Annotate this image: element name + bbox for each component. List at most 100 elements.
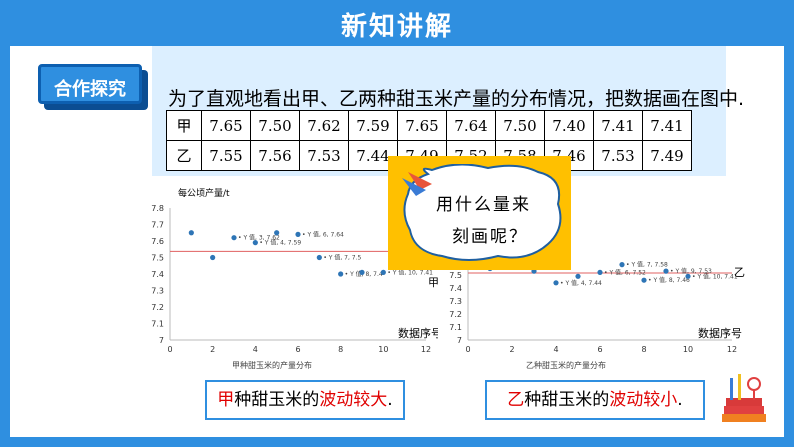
y-tick-label: 7.3 [449,297,462,306]
x-tick-label: 2 [210,345,215,354]
y-tick-label: 7.7 [151,221,164,230]
y-tick-label: 7.3 [151,287,164,296]
axis-group: 7 7.1 7.2 7.3 7.4 7.5 7.6 7.7 7.8 0 2 4 6 8 10 12 [151,204,431,354]
table-cell: 7.55 [201,140,251,171]
y-tick-label: 7.1 [151,320,164,329]
x-tick-label: 6 [597,345,602,354]
y-tick-label: 7 [159,336,164,345]
section-badge-label: 合作探究 [54,79,126,100]
data-label: • Y 值, 10, 7.41 [387,268,433,276]
data-point [188,230,194,236]
data-label: • Y 值, 3, 7.62 [238,234,280,242]
y-tick-label: 7.6 [151,237,164,246]
y-tick-label: 7.4 [449,284,462,293]
x-tick-label: 6 [295,345,300,354]
conclusion-end: . [387,390,393,410]
table-cell: 7.53 [299,140,349,171]
conclusion-jia: 甲种甜玉米的波动较大. [205,380,405,420]
data-point [553,280,559,286]
page-title: 新知讲解 [340,12,453,42]
x-axis-label: 数据序号 [398,326,438,340]
table-cell: 7.65 [201,110,251,141]
y-tick-label: 7 [457,336,462,345]
data-label: • Y 值, 6, 7.64 [302,230,344,238]
callout-line-1: 用什么量来 [436,195,531,215]
conclusion-subject: 甲 [217,390,235,410]
table-row: 甲 7.65 7.50 7.62 7.59 7.65 7.64 7.50 7.4… [166,110,692,141]
data-point [359,269,365,275]
data-point [252,240,258,246]
y-axis-label: 每公顷产量/t [178,187,230,199]
legend-label: 甲 [428,276,438,289]
data-label: • Y 值, 8, 7.46 [648,276,690,284]
data-label: • Y 值, 7, 7.5 [323,254,361,262]
table-cell: 7.64 [446,110,496,141]
stationery-icon [722,374,766,422]
table-cell: 7.62 [299,110,349,141]
y-tick-label: 7.5 [449,271,462,280]
table-cell: 7.56 [250,140,300,171]
x-tick-label: 12 [727,345,737,354]
data-point [274,230,280,236]
section-badge: 合作探究 [38,64,142,104]
table-cell: 7.53 [593,140,643,171]
x-axis-label: 数据序号 [698,326,742,340]
data-point [575,273,581,279]
y-tick-label: 7.5 [151,254,164,263]
data-label: • Y 值, 6, 7.52 [604,268,646,276]
data-label: • Y 值, 9, 7.53 [670,267,712,275]
table-cell: 7.40 [544,110,594,141]
data-point [231,235,237,241]
conclusion-emphasis: 波动较小 [609,390,678,410]
conclusion-subject: 乙 [507,390,525,410]
table-cell: 7.59 [348,110,398,141]
row-label: 乙 [166,140,202,171]
points-group: • Y 值, 3, 7.62• Y 值, 4, 7.59• Y 值, 6, 7.… [188,230,433,278]
data-point [338,271,344,277]
table-cell: 7.49 [642,140,692,171]
x-tick-label: 0 [465,345,470,354]
speech-bubble-icon [402,164,562,261]
y-tick-label: 7.8 [151,204,164,213]
callout-line-2: 刻画呢？ [452,227,528,247]
x-tick-label: 0 [167,345,172,354]
y-tick-label: 7.2 [151,303,164,312]
x-tick-label: 2 [509,345,514,354]
data-point [316,254,322,261]
title-bar [0,0,794,46]
data-point [619,262,625,268]
x-tick-label: 8 [641,345,646,354]
x-tick-label: 4 [553,345,558,354]
y-tick-label: 7.2 [449,310,462,319]
legend-label: 乙 [734,266,745,279]
chart-caption: 甲种甜玉米的产量分布 [232,360,312,370]
data-label: • Y 值, 10, 7.41 [692,272,738,280]
row-label: 甲 [166,110,202,141]
data-point [685,273,691,279]
data-point [210,254,216,261]
conclusion-end: . [677,390,683,410]
table-cell: 7.65 [397,110,447,141]
intro-text: 为了直观地看出甲、乙两种甜玉米产量的分布情况，把数据画在图中. [168,88,745,110]
table-cell: 7.44 [348,140,398,171]
conclusion-middle: 种甜玉米的 [234,390,320,410]
table-cell: 7.41 [593,110,643,141]
data-label: • Y 值, 4, 7.44 [560,279,602,287]
conclusion-middle: 种甜玉米的 [524,390,610,410]
y-tick-label: 7.1 [449,323,462,332]
x-tick-label: 4 [253,345,258,354]
table-cell: 7.50 [250,110,300,141]
data-point [641,277,647,283]
data-point [597,269,603,275]
data-point [380,269,386,275]
chart-caption: 乙种甜玉米的产量分布 [526,360,606,370]
x-tick-label: 12 [421,345,431,354]
x-tick-label: 10 [378,345,388,354]
data-label: • Y 值, 7, 7.58 [626,261,668,269]
x-tick-label: 8 [338,345,343,354]
conclusion-yi: 乙种甜玉米的波动较小. [485,380,705,420]
conclusion-emphasis: 波动较大 [319,390,388,410]
table-cell: 7.50 [495,110,545,141]
table-cell: 7.41 [642,110,692,141]
y-tick-label: 7.4 [151,270,164,279]
